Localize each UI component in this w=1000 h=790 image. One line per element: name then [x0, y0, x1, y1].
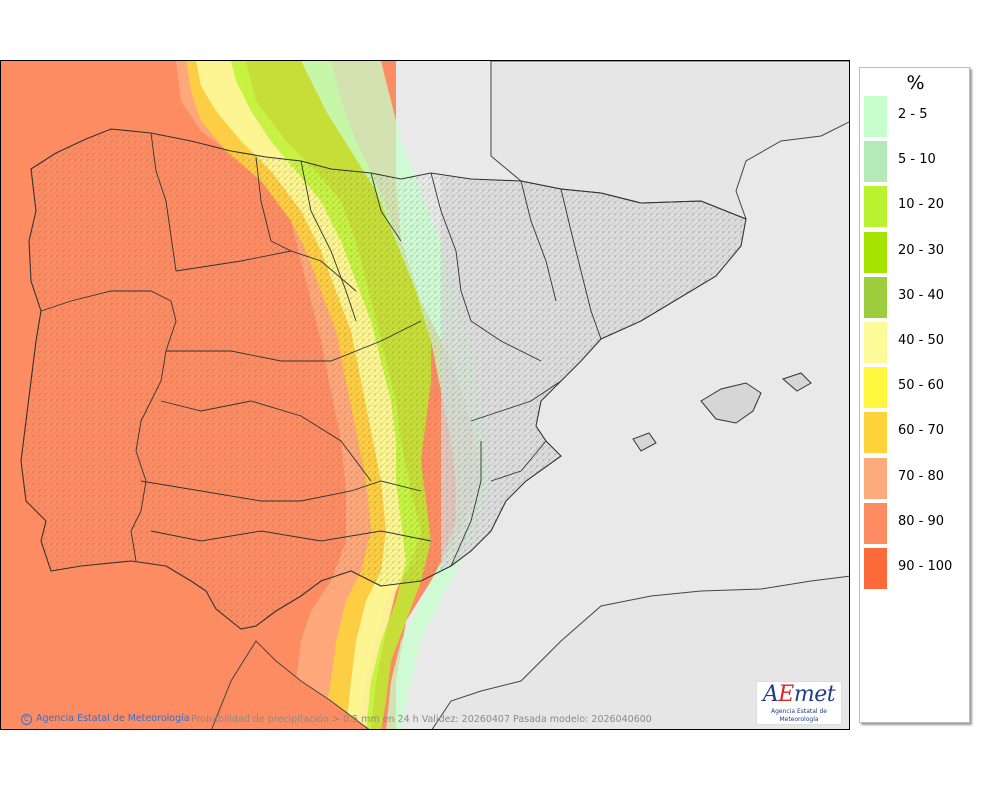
legend-swatch [864, 367, 887, 409]
agency-credit: C Agencia Estatal de Meteorología [21, 713, 190, 725]
legend-label: 40 - 50 [898, 333, 945, 348]
map-caption: Probabilidad de precipitación > 0.5 mm e… [191, 714, 652, 725]
legend-label: 50 - 60 [898, 378, 945, 394]
forecast-map: C Agencia Estatal de Meteorología Probabi… [0, 60, 850, 730]
legend-swatch [864, 322, 887, 363]
legend-swatch [864, 186, 887, 228]
legend-swatch [864, 412, 887, 454]
aemet-logo: AEmet Agencia Estatal de Meteorología [756, 681, 842, 725]
legend-label: 60 - 70 [898, 423, 945, 439]
legend-swatch [864, 141, 887, 183]
legend-swatch [864, 548, 887, 589]
legend-label: 2 - 5 [898, 107, 928, 122]
logo-subtitle: Agencia Estatal de Meteorología [770, 708, 827, 723]
legend-swatch [864, 502, 887, 544]
copyright-icon: C [21, 714, 32, 725]
legend-label: 70 - 80 [898, 468, 945, 484]
legend-label: 90 - 100 [898, 559, 953, 574]
precipitation-probability-map [1, 61, 849, 729]
legend-label: 20 - 30 [898, 242, 945, 258]
legend-swatch [864, 276, 887, 318]
menorca [782, 372, 812, 392]
legend-panel: % 2 - 5 5 - 10 10 - 20 20 - 30 30 - 40 40 - 5… [859, 67, 970, 723]
morocco-coast [211, 640, 370, 729]
legend-label: 5 - 10 [898, 152, 936, 168]
north-africa-land [431, 575, 849, 729]
agency-credit-text: Agencia Estatal de Meteorología [36, 713, 190, 724]
legend-swatch [864, 96, 887, 137]
mallorca [700, 382, 762, 424]
legend-label: 80 - 90 [898, 513, 945, 529]
legend-label: 10 - 20 [898, 197, 945, 213]
legend-label: 30 - 40 [898, 287, 945, 303]
ibiza [632, 432, 657, 452]
legend-title: % [906, 72, 925, 94]
legend-swatch [864, 231, 887, 273]
legend-swatch [864, 457, 887, 499]
borders [40, 132, 602, 567]
